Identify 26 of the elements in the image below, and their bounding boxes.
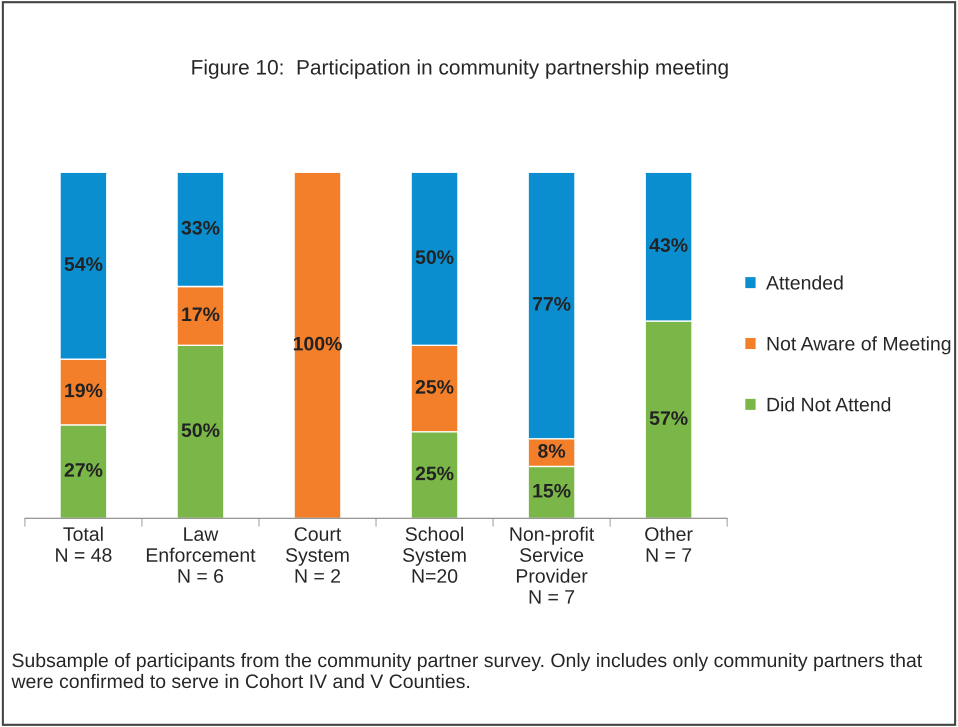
x-tick-label: School System N=20 [403,526,466,583]
data-label: 27% [64,463,102,477]
legend-label: Attended [766,275,843,290]
data-label: 25% [416,380,454,394]
x-tick-label: Non-profit Service Provider N = 7 [510,526,594,604]
data-label: 15% [533,484,571,498]
x-tick-label: Other N = 7 [645,526,693,562]
x-tick-label: Court System N = 2 [286,527,349,583]
data-label: 25% [416,466,454,480]
data-label: 43% [649,238,688,252]
data-label: 50% [182,423,220,438]
data-label: 54% [64,257,102,271]
chart-title: Figure 10: Participation in community partnership meeting [192,59,728,79]
data-label: 77% [532,297,571,311]
data-label: 8% [538,444,566,458]
x-tick-label: Total N = 48 [56,526,112,562]
x-tick-label: Law Enforcement N = 6 [146,527,256,583]
legend-label: Did Not Attend [768,397,890,412]
data-label: 33% [181,220,220,235]
text: Subsample of participants from the community partner survey. Only includes only community partners that were confirmed to serve in Cohort IV and V Counties. [11,652,922,688]
data-label: 17% [182,307,220,322]
legend-label: Not Aware of Meeting [768,336,950,354]
data-label: 19% [65,383,102,398]
data-label: 50% [416,250,454,264]
data-label: 57% [650,411,688,425]
bar [293,172,342,518]
